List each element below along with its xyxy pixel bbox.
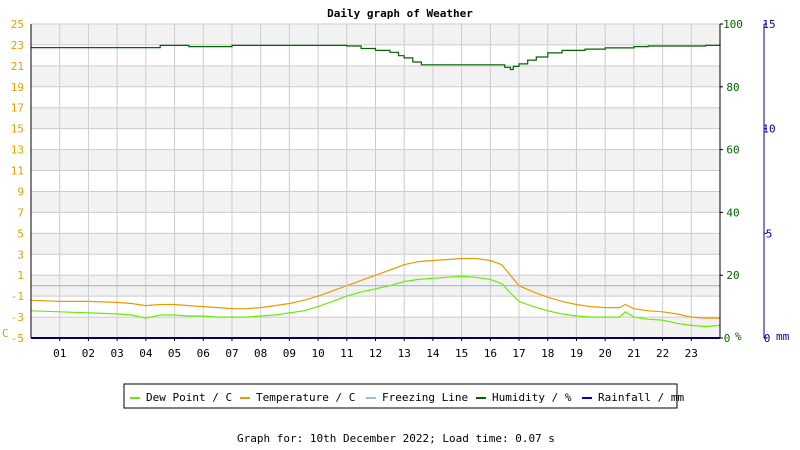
y-tick-right-mm: 10 <box>762 123 775 136</box>
x-tick-label: 16 <box>484 347 497 360</box>
y-tick-left: 17 <box>11 102 24 115</box>
x-tick-label: 08 <box>254 347 267 360</box>
x-tick-label: 05 <box>168 347 181 360</box>
y-tick-left: 15 <box>11 123 24 136</box>
dew-point-line <box>30 275 721 328</box>
legend-item: Dew Point / C <box>130 391 232 404</box>
x-tick-label: 13 <box>398 347 411 360</box>
right-axis-unit-mm: mm <box>776 330 790 343</box>
y-tick-right-percent: 80 <box>726 81 739 94</box>
x-tick-label: 20 <box>599 347 612 360</box>
y-tick-left: -5 <box>11 332 24 345</box>
y-tick-left: 13 <box>11 144 24 157</box>
temperature-line <box>30 257 720 319</box>
x-tick-label: 02 <box>82 347 95 360</box>
y-tick-left: 1 <box>17 269 24 282</box>
legend-item: Temperature / C <box>240 391 355 404</box>
legend-label: Humidity / % <box>492 391 572 404</box>
x-tick-label: 14 <box>426 347 440 360</box>
x-tick-label: 21 <box>627 347 640 360</box>
humidity-line <box>31 43 721 71</box>
y-tick-right-mm: 0 <box>764 332 771 345</box>
x-tick-label: 17 <box>512 347 525 360</box>
legend-label: Temperature / C <box>256 391 355 404</box>
y-tick-left: 23 <box>11 39 24 52</box>
y-tick-right-percent: 40 <box>726 206 739 219</box>
y-tick-right-percent: 20 <box>726 269 739 282</box>
y-tick-right-percent: 60 <box>726 144 739 157</box>
x-tick-label: 23 <box>685 347 698 360</box>
legend-item: Rainfall / mm <box>582 391 684 404</box>
right-axis-unit-percent: % <box>735 330 742 343</box>
grid-lines <box>31 23 720 339</box>
y-tick-left: 7 <box>17 206 24 219</box>
y-tick-left: 19 <box>11 81 24 94</box>
y-tick-left: 25 <box>11 18 24 31</box>
x-tick-label: 04 <box>139 347 153 360</box>
axes: -5-3-11357911131517192123252040608010051… <box>11 18 776 360</box>
y-tick-left: -1 <box>11 290 24 303</box>
x-tick-label: 12 <box>369 347 382 360</box>
x-tick-label: 19 <box>570 347 583 360</box>
y-tick-left: 5 <box>17 227 24 240</box>
legend-label: Rainfall / mm <box>598 391 684 404</box>
x-tick-label: 10 <box>311 347 324 360</box>
x-tick-label: 07 <box>225 347 238 360</box>
legend-box <box>123 383 678 409</box>
left-axis-unit: C <box>2 327 9 340</box>
y-tick-right-mm: 15 <box>762 18 775 31</box>
y-tick-right-percent: 0 <box>724 332 731 345</box>
x-tick-label: 09 <box>283 347 296 360</box>
x-tick-label: 03 <box>111 347 124 360</box>
y-tick-right-mm: 5 <box>766 227 773 240</box>
legend-item: Freezing Line <box>366 391 468 404</box>
y-tick-left: 9 <box>17 185 24 198</box>
y-tick-left: 21 <box>11 60 24 73</box>
legend-item: Humidity / % <box>476 391 572 404</box>
y-tick-left: 3 <box>17 248 24 261</box>
x-tick-label: 15 <box>455 347 468 360</box>
legend: Dew Point / C Temperature / C Freezing Lin… <box>123 383 684 409</box>
x-tick-label: 11 <box>340 347 353 360</box>
chart-title: Daily graph of Weather <box>327 7 473 20</box>
x-tick-label: 01 <box>53 347 66 360</box>
legend-label: Freezing Line <box>382 391 468 404</box>
x-tick-label: 06 <box>197 347 210 360</box>
y-tick-left: -3 <box>11 311 24 324</box>
y-tick-left: 11 <box>11 165 24 178</box>
footer-text: Graph for: 10th December 2022; Load time… <box>237 432 555 445</box>
y-tick-right-percent: 100 <box>723 18 743 31</box>
x-tick-label: 22 <box>656 347 669 360</box>
legend-label: Dew Point / C <box>146 391 232 404</box>
x-tick-label: 18 <box>541 347 554 360</box>
